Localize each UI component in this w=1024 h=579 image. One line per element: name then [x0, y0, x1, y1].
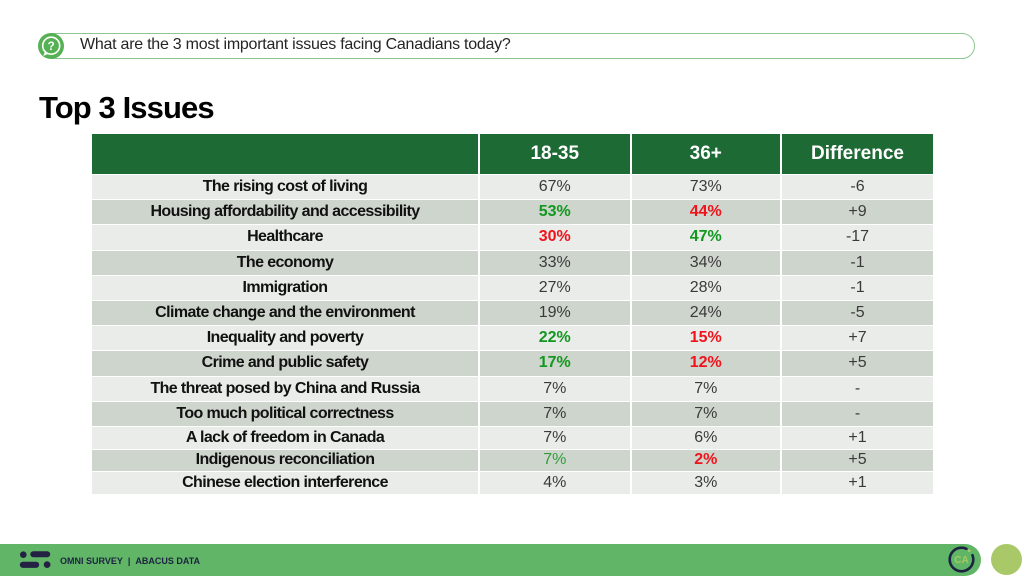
svg-text:?: ?: [48, 41, 55, 53]
svg-text:CA: CA: [954, 555, 968, 566]
